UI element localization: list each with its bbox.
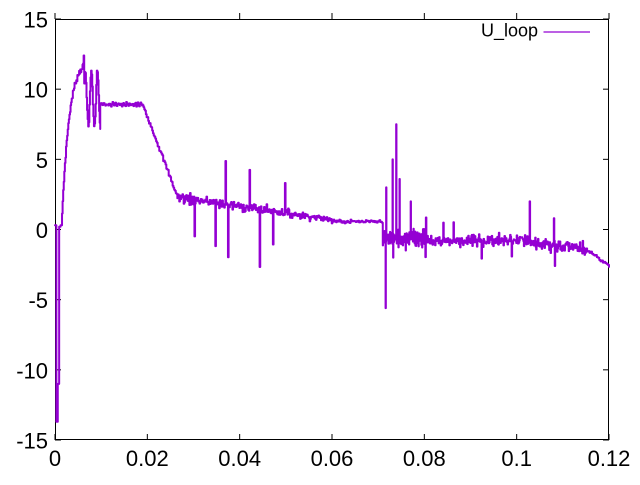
svg-text:0.08: 0.08	[403, 446, 446, 471]
svg-text:-5: -5	[28, 288, 48, 313]
svg-text:-15: -15	[16, 429, 48, 454]
svg-text:U_loop: U_loop	[481, 21, 538, 42]
svg-text:5: 5	[36, 148, 48, 173]
svg-text:0: 0	[49, 446, 61, 471]
svg-text:0.04: 0.04	[218, 446, 261, 471]
svg-text:0: 0	[36, 218, 48, 243]
svg-text:10: 10	[24, 78, 48, 103]
svg-text:15: 15	[24, 8, 48, 33]
svg-text:0.02: 0.02	[126, 446, 169, 471]
svg-text:0.1: 0.1	[501, 446, 532, 471]
svg-text:0.12: 0.12	[588, 446, 631, 471]
svg-text:-10: -10	[16, 358, 48, 383]
svg-text:0.06: 0.06	[311, 446, 354, 471]
